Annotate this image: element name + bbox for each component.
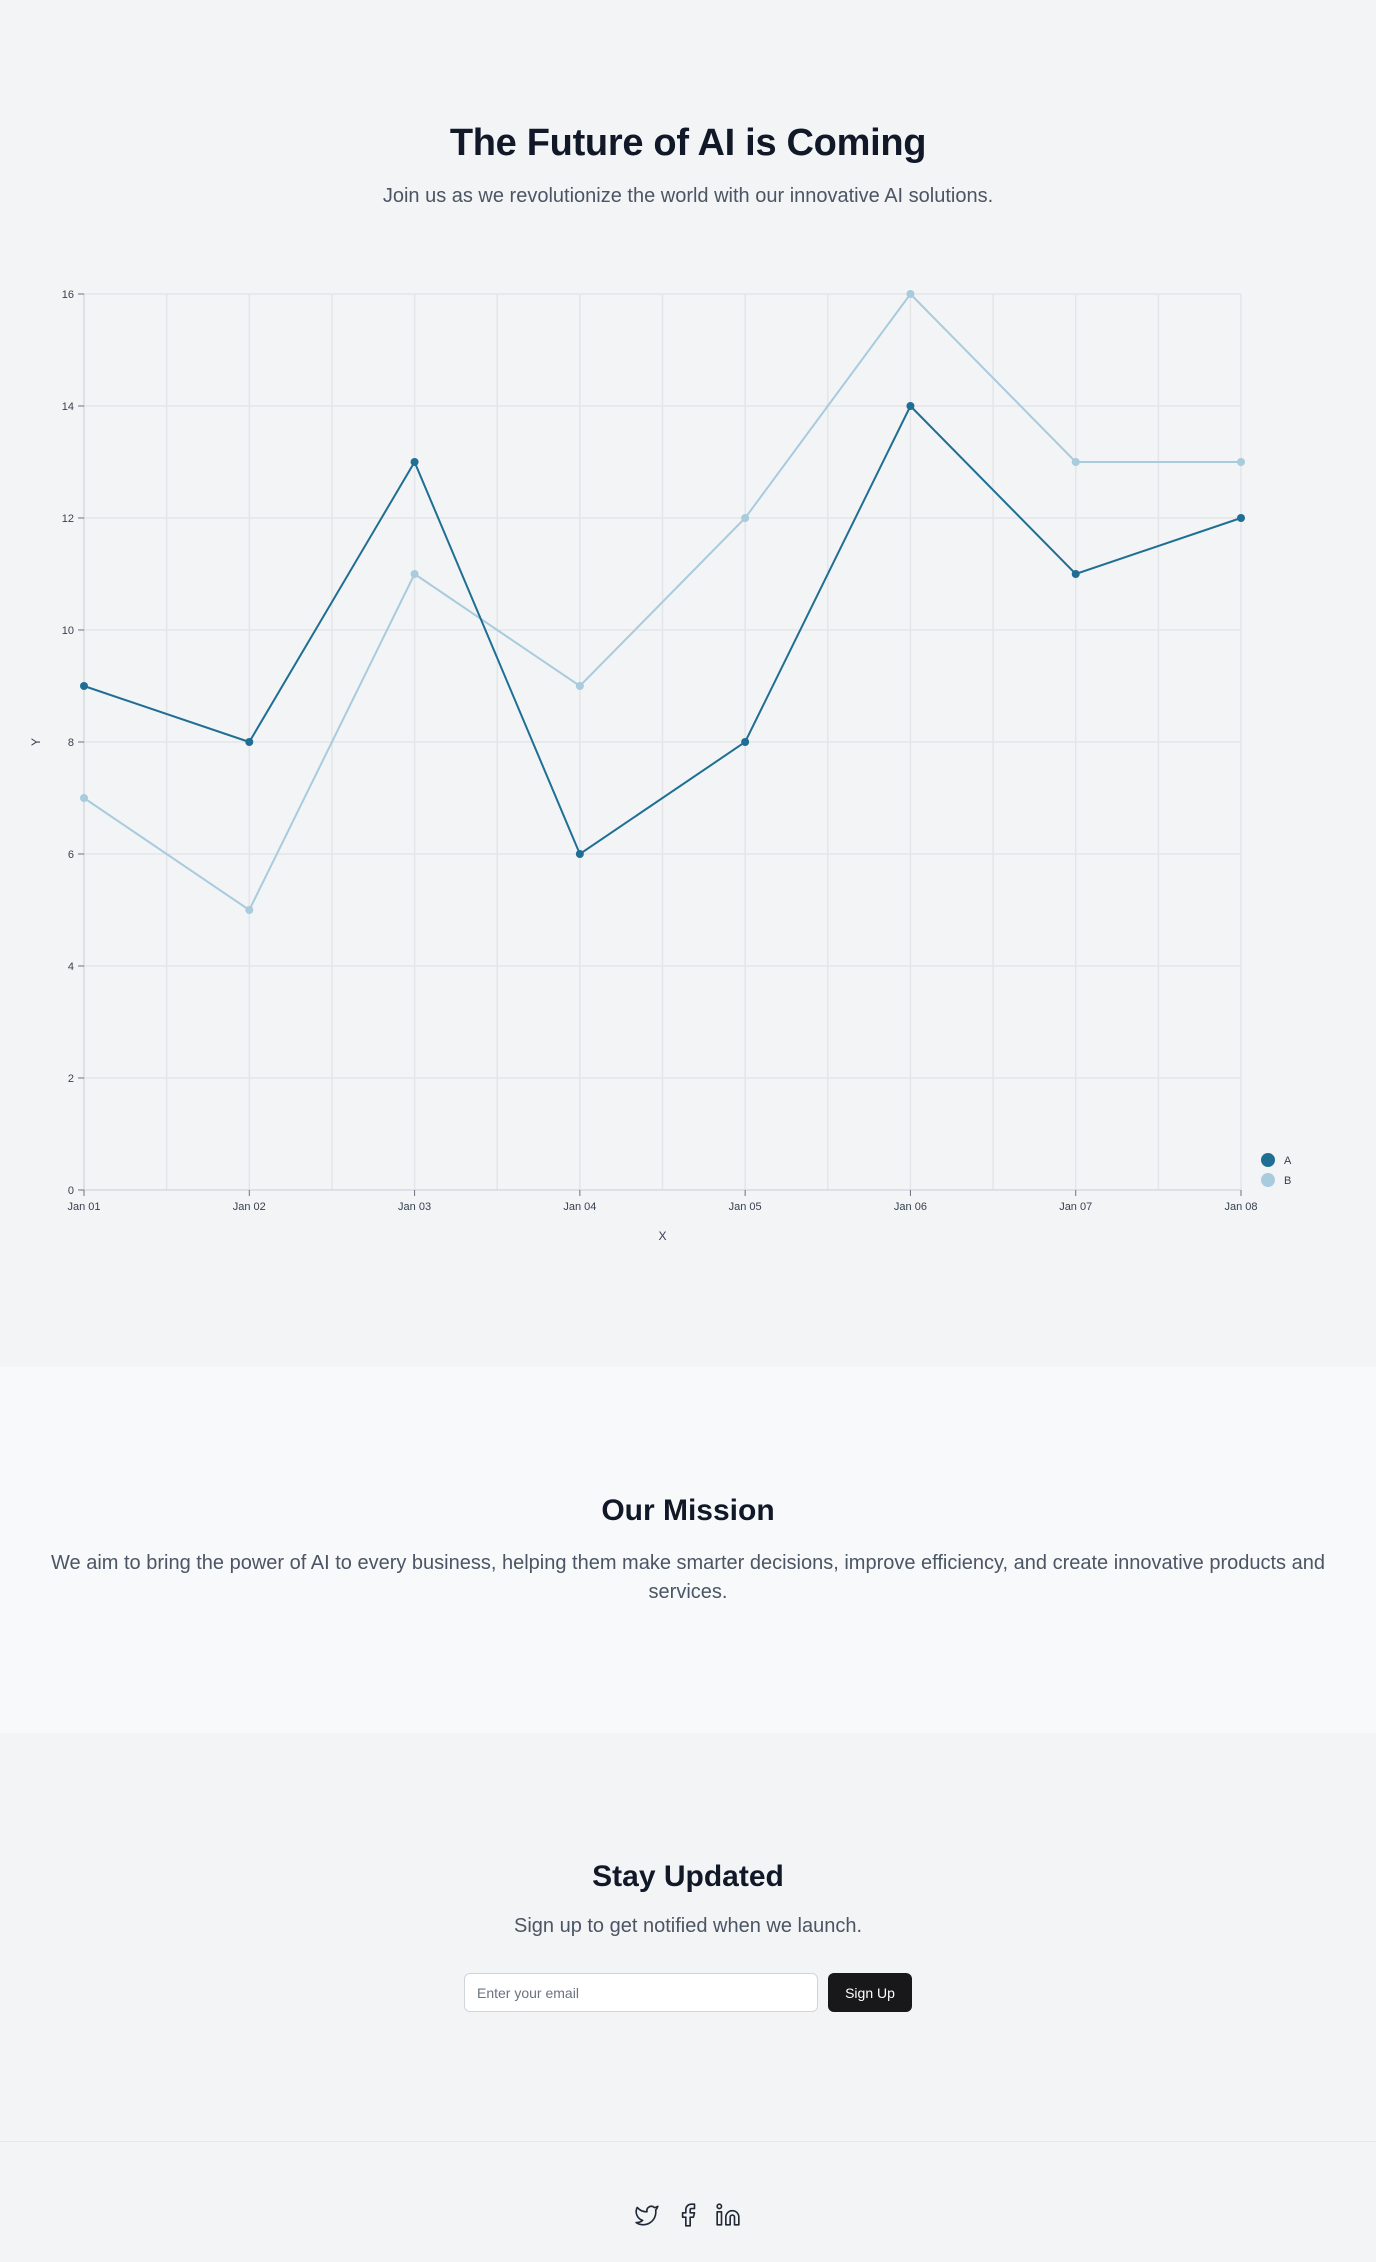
- x-tick-label: Jan 03: [398, 1201, 431, 1213]
- y-tick-label: 2: [68, 1073, 74, 1085]
- y-tick-label: 6: [68, 849, 74, 861]
- data-point-b: [1237, 458, 1245, 466]
- twitter-icon[interactable]: [634, 2202, 660, 2228]
- data-point-b: [741, 514, 750, 522]
- legend-label-a: A: [1284, 1155, 1292, 1167]
- legend-marker-b: [1261, 1173, 1275, 1187]
- data-point-b: [575, 682, 584, 690]
- facebook-icon[interactable]: [675, 2202, 701, 2228]
- x-tick-label: Jan 07: [1059, 1201, 1092, 1213]
- x-axis-label: X: [658, 1229, 666, 1243]
- legend-marker-a: [1261, 1153, 1275, 1167]
- data-point-a: [80, 682, 88, 690]
- hero-title: The Future of AI is Coming: [449, 122, 927, 164]
- data-point-a: [575, 850, 584, 858]
- mission-section: Our Mission We aim to bring the power of…: [0, 1367, 1376, 1733]
- data-point-a: [1071, 570, 1080, 578]
- email-input[interactable]: [464, 1973, 818, 2012]
- y-tick-label: 0: [68, 1185, 74, 1197]
- x-tick-label: Jan 01: [67, 1201, 100, 1213]
- footer: [0, 2141, 1376, 2262]
- signup-title: Stay Updated: [592, 1860, 784, 1893]
- y-tick-label: 4: [68, 961, 74, 973]
- sign-up-button[interactable]: Sign Up: [828, 1973, 912, 2012]
- data-point-b: [245, 906, 254, 914]
- y-tick-label: 12: [62, 513, 74, 525]
- data-point-a: [741, 738, 750, 746]
- data-point-b: [906, 290, 915, 298]
- x-tick-label: Jan 08: [1224, 1201, 1257, 1213]
- data-point-b: [1071, 458, 1080, 466]
- y-tick-label: 8: [68, 737, 74, 749]
- signup-subtitle: Sign up to get notified when we launch.: [513, 1915, 863, 1937]
- series-line-b: [83, 292, 1241, 912]
- linkedin-icon[interactable]: [715, 2202, 741, 2228]
- y-tick-label: 14: [62, 401, 74, 413]
- hero-section: The Future of AI is Coming Join us as we…: [29, 122, 1292, 1243]
- hero-subtitle: Join us as we revolutionize the world wi…: [382, 185, 994, 207]
- data-point-a: [410, 458, 419, 466]
- x-tick-label: Jan 02: [233, 1201, 266, 1213]
- data-point-a: [245, 738, 254, 746]
- x-tick-label: Jan 05: [729, 1201, 762, 1213]
- series-line-a: [83, 404, 1242, 856]
- y-tick-label: 10: [62, 625, 74, 637]
- mission-text: We aim to bring the power of AI to every…: [51, 1552, 1325, 1603]
- y-axis-label: Y: [29, 738, 43, 746]
- mission-title: Our Mission: [601, 1494, 775, 1527]
- line-chart: 0 2 4 6 8 10 12 14 16 Jan 01 Jan 02 Jan 03 Jan 04 Jan…: [29, 289, 1292, 1243]
- x-tick-label: Jan 04: [563, 1201, 596, 1213]
- y-tick-label: 16: [62, 289, 74, 301]
- data-point-b: [410, 570, 419, 578]
- data-point-b: [80, 794, 88, 802]
- signup-section: Stay Updated Sign up to get notified whe…: [0, 1733, 1376, 2141]
- x-tick-label: Jan 06: [894, 1201, 927, 1213]
- data-point-a: [1237, 514, 1245, 522]
- legend-label-b: B: [1284, 1175, 1291, 1187]
- data-point-a: [906, 402, 915, 410]
